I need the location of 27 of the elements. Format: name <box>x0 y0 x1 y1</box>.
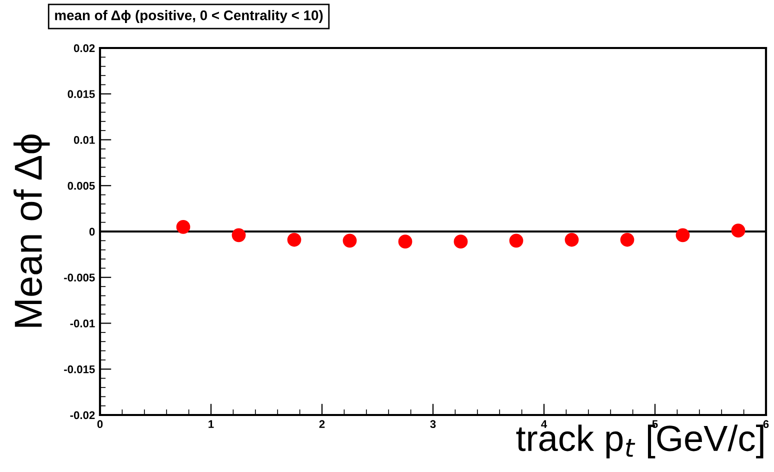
x-tick-label: 2 <box>319 420 325 428</box>
point <box>509 234 524 248</box>
point <box>676 228 690 242</box>
point <box>232 228 246 242</box>
point <box>398 234 412 249</box>
point <box>454 234 468 249</box>
y-tick-label: 0 <box>89 228 95 236</box>
point <box>176 220 190 234</box>
y-tick-label: 0.02 <box>74 44 95 52</box>
y-tick-label: -0.02 <box>70 411 95 420</box>
point <box>342 234 357 248</box>
x-tick-label: 6 <box>763 420 769 428</box>
y-tick-label: 0.01 <box>74 136 95 144</box>
y-tick-label: -0.015 <box>64 365 95 374</box>
y-tick-label: -0.01 <box>70 320 95 328</box>
point <box>731 224 746 238</box>
chart-title: mean of Δϕ (positive, 0 < Centrality < 10) <box>55 10 323 23</box>
x-tick-label: 0 <box>97 420 103 428</box>
x-tick-label: 1 <box>208 420 214 428</box>
y-tick-label: 0.015 <box>68 90 95 98</box>
y-tick-label: -0.005 <box>64 274 95 282</box>
x-tick-label: 3 <box>430 420 436 428</box>
y-axis-title: Mean of Δϕ <box>13 134 50 327</box>
y-tick-label: 0.005 <box>68 182 95 190</box>
point <box>620 232 634 247</box>
point <box>287 232 302 247</box>
point <box>564 232 579 247</box>
